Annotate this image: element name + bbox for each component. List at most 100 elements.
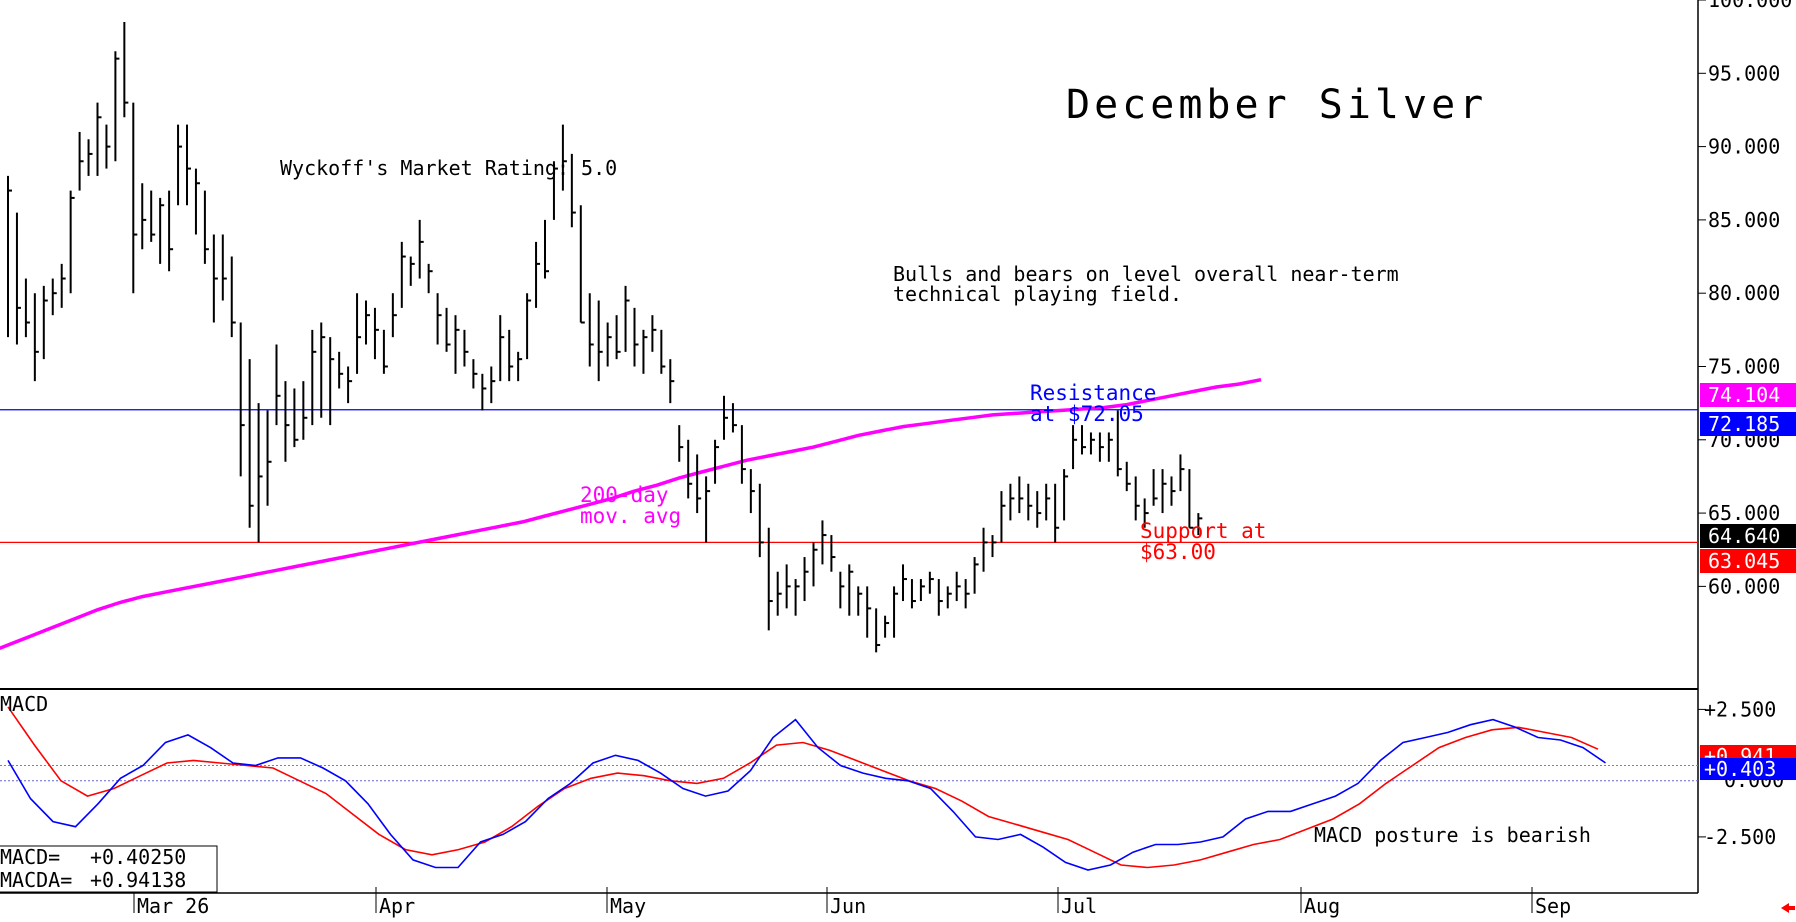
price-bar — [1143, 498, 1149, 528]
price-bar — [517, 351, 523, 382]
red-arrow-icon — [1781, 903, 1795, 913]
price-y-tick-label: 80.000 — [1708, 281, 1780, 305]
price-bar — [275, 344, 281, 426]
price-bar — [875, 608, 881, 653]
price-bar — [570, 153, 576, 228]
macd-readout-frame — [0, 845, 218, 893]
x-tick-label: Apr — [379, 894, 415, 918]
price-y-tick-label: 90.000 — [1708, 135, 1780, 159]
price-bar — [481, 373, 487, 411]
price-bar — [239, 322, 245, 477]
price-bar — [776, 571, 782, 616]
resistance-label-2: at $72.05 — [1030, 402, 1144, 426]
price-bar — [1081, 425, 1086, 455]
support-label-2: $63.00 — [1140, 540, 1216, 564]
macd-readout-label: MACD= — [0, 845, 60, 869]
price-y-tick-label: 60.000 — [1708, 574, 1780, 598]
price-bar — [150, 190, 156, 242]
price-bar — [508, 329, 514, 382]
price-bar — [973, 557, 979, 594]
price-bar — [194, 168, 200, 235]
x-tick-label: May — [610, 894, 646, 918]
macd-value-tag-box — [1700, 758, 1796, 780]
price-bar — [391, 293, 397, 338]
price-bar — [159, 197, 165, 264]
price-bar — [132, 102, 138, 294]
price-bar — [660, 329, 666, 374]
price-bar — [445, 307, 451, 352]
market-rating: Wyckoff's Market Rating: 5.0 — [280, 156, 617, 180]
price-bar — [982, 527, 988, 572]
price-bar — [302, 381, 308, 440]
price-bar — [758, 483, 764, 558]
last-price-tag: 64.640 — [1700, 524, 1796, 548]
annotations: December Silver Wyckoff's Market Rating:… — [0, 82, 1591, 847]
price-bar — [588, 293, 594, 367]
last-price-tag-text: 64.640 — [1708, 524, 1780, 548]
price-bar — [561, 124, 567, 191]
price-bar — [830, 535, 836, 572]
price-bar — [714, 439, 720, 484]
resistance-price-tag-text: 72.185 — [1708, 412, 1780, 436]
price-bar — [821, 520, 827, 565]
price-y-tick-label: 75.000 — [1708, 354, 1780, 378]
macd-y-tick-label: +2.500 — [1704, 697, 1776, 721]
price-bar — [347, 366, 353, 404]
comment-line-2: technical playing field. — [893, 282, 1182, 306]
price-bar — [946, 586, 952, 609]
macd-line — [7, 718, 1606, 871]
price-bar — [740, 425, 746, 484]
price-bar — [552, 161, 558, 220]
macd-panel — [0, 706, 1698, 871]
price-bar — [7, 175, 12, 338]
price-bar — [902, 564, 907, 602]
price-bar — [1000, 491, 1006, 543]
price-bar — [1045, 483, 1051, 521]
price-bar — [910, 579, 916, 609]
macd-y-tick-label: -2.500 — [1704, 825, 1776, 849]
price-bar — [633, 307, 639, 367]
price-bar — [866, 586, 872, 638]
price-bar — [767, 527, 773, 631]
last-price-tag-box — [1700, 524, 1796, 548]
price-bar — [749, 469, 755, 514]
price-bar — [24, 278, 30, 338]
price-bar — [168, 190, 174, 272]
price-bar — [1161, 469, 1167, 514]
price-bar — [1107, 432, 1113, 462]
price-bar — [454, 315, 460, 374]
macd-note: MACD posture is bearish — [1314, 823, 1591, 847]
price-bar — [373, 307, 379, 360]
price-bar — [105, 124, 111, 169]
price-bar — [33, 293, 39, 382]
macda-readout-label: MACDA= — [0, 868, 72, 892]
price-panel — [0, 21, 1698, 653]
macda-readout-value: +0.94138 — [90, 868, 186, 892]
x-tick-label: Sep — [1535, 894, 1571, 918]
price-bar — [839, 571, 845, 609]
price-bar — [928, 571, 934, 594]
price-bar — [329, 337, 335, 426]
price-bar — [651, 315, 657, 352]
price-bar — [1089, 432, 1095, 455]
support-price-tag-text: 63.045 — [1708, 549, 1780, 573]
price-bar — [1170, 476, 1176, 506]
price-bar — [535, 241, 541, 308]
price-y-tick-label: 100.000 — [1708, 0, 1792, 12]
price-bar — [60, 263, 66, 308]
price-bar — [248, 359, 254, 528]
price-y-tick-label: 65.000 — [1708, 501, 1780, 525]
price-bar — [1054, 483, 1060, 543]
price-bar — [705, 476, 711, 543]
macd-panel-title: MACD — [0, 692, 48, 716]
price-bar — [87, 139, 93, 176]
price-bar — [123, 21, 129, 118]
support-label-1: Support at — [1140, 519, 1266, 543]
comment-line-1: Bulls and bears on level overall near-te… — [893, 262, 1399, 286]
ma-label-1: 200-day — [580, 483, 669, 507]
price-bar — [803, 557, 809, 602]
price-bar — [114, 51, 120, 162]
price-bar — [642, 329, 648, 374]
